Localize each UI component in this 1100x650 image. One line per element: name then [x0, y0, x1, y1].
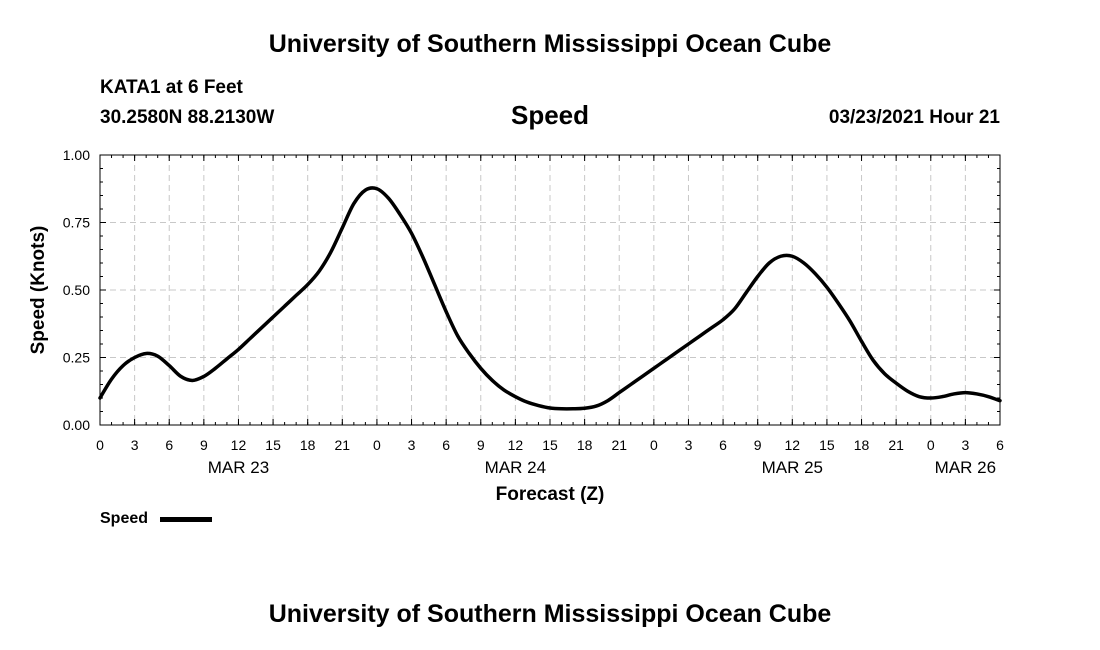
x-tick-label: 6 [719, 437, 727, 453]
y-tick-label: 1.00 [63, 147, 90, 163]
axis-labels: 0 3 6 9 12 15 18 21 0 3 6 9 12 15 18 21 0 3 6 9 12 15 18 21 0 3 6 0… [63, 147, 1004, 477]
x-tick-label: 9 [477, 437, 485, 453]
series-layer [98, 186, 1002, 411]
y-tick-label: 0.00 [63, 417, 90, 433]
y-tick-label: 0.75 [63, 215, 90, 231]
x-tick-label: 21 [611, 437, 627, 453]
x-tick-label: 6 [996, 437, 1004, 453]
x-date-label: MAR 24 [485, 458, 546, 477]
x-tick-label: 3 [685, 437, 693, 453]
x-tick-label: 12 [785, 437, 801, 453]
x-tick-label: 21 [335, 437, 351, 453]
chart-title: Speed [510, 100, 590, 130]
y-axis-label: Speed (Knots) [28, 226, 49, 355]
x-tick-label: 3 [131, 437, 139, 453]
footer-title: University of Southern Mississippi Ocean… [268, 600, 832, 628]
x-tick-label: 15 [542, 437, 558, 453]
x-tick-label: 12 [231, 437, 247, 453]
x-tick-label: 0 [927, 437, 935, 453]
x-tick-label: 15 [819, 437, 835, 453]
x-date-label: MAR 25 [762, 458, 823, 477]
y-tick-label: 0.50 [63, 282, 90, 298]
datetime-label: 03/23/2021 Hour 21 [828, 107, 1000, 128]
x-tick-label: 3 [408, 437, 416, 453]
x-tick-label: 9 [200, 437, 208, 453]
y-tick-label: 0.25 [63, 350, 90, 366]
x-tick-label: 3 [961, 437, 969, 453]
x-tick-label: 18 [300, 437, 316, 453]
x-tick-label: 0 [373, 437, 381, 453]
x-tick-label: 0 [650, 437, 658, 453]
x-date-label: MAR 23 [208, 458, 269, 477]
x-tick-label: 18 [577, 437, 593, 453]
series-line-speed [98, 186, 1002, 411]
x-date-label: MAR 26 [935, 458, 996, 477]
legend-line-swatch [160, 517, 212, 522]
plot-frame [99, 154, 1001, 426]
x-tick-label: 15 [265, 437, 281, 453]
grid-lines [100, 155, 1000, 425]
x-axis-label: Forecast (Z) [496, 484, 605, 505]
x-tick-label: 9 [754, 437, 762, 453]
station-label: KATA1 at 6 Feet [100, 77, 243, 98]
page-title: University of Southern Mississippi Ocean… [268, 30, 832, 58]
legend-label: Speed [100, 510, 149, 527]
x-tick-label: 6 [442, 437, 450, 453]
coordinates-label: 30.2580N 88.2130W [100, 107, 275, 128]
x-tick-label: 21 [888, 437, 904, 453]
x-tick-label: 0 [96, 437, 104, 453]
x-tick-label: 18 [854, 437, 870, 453]
x-tick-label: 12 [508, 437, 524, 453]
x-tick-label: 6 [165, 437, 173, 453]
